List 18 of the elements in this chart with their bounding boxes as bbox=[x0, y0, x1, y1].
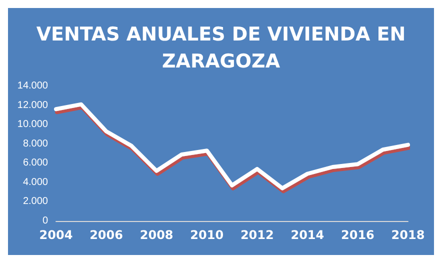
x-tick-label: 2006 bbox=[90, 228, 123, 242]
y-tick-label: 4.000 bbox=[22, 176, 48, 188]
x-tick-label: 2018 bbox=[391, 228, 425, 242]
y-tick-label: 0 bbox=[42, 216, 48, 226]
y-tick-label: 10.000 bbox=[17, 119, 48, 130]
x-tick-label: 2014 bbox=[290, 228, 324, 242]
x-tick-label: 2012 bbox=[240, 228, 274, 242]
y-tick-label: 2.000 bbox=[22, 196, 48, 208]
x-tick-label: 2016 bbox=[341, 228, 374, 242]
line-series bbox=[54, 102, 410, 190]
x-tick-label: 2004 bbox=[39, 228, 73, 242]
y-tick-label: 8.000 bbox=[22, 138, 48, 150]
y-tick-label: 14.000 bbox=[17, 80, 48, 92]
x-tick-label: 2008 bbox=[140, 228, 174, 242]
y-tick-label: 12.000 bbox=[17, 100, 48, 111]
chart-title: VENTAS ANUALES DE VIVIENDA EN ZARAGOZA bbox=[36, 24, 406, 72]
y-tick-label: 6.000 bbox=[22, 158, 48, 169]
x-tick-label: 2010 bbox=[190, 228, 224, 242]
